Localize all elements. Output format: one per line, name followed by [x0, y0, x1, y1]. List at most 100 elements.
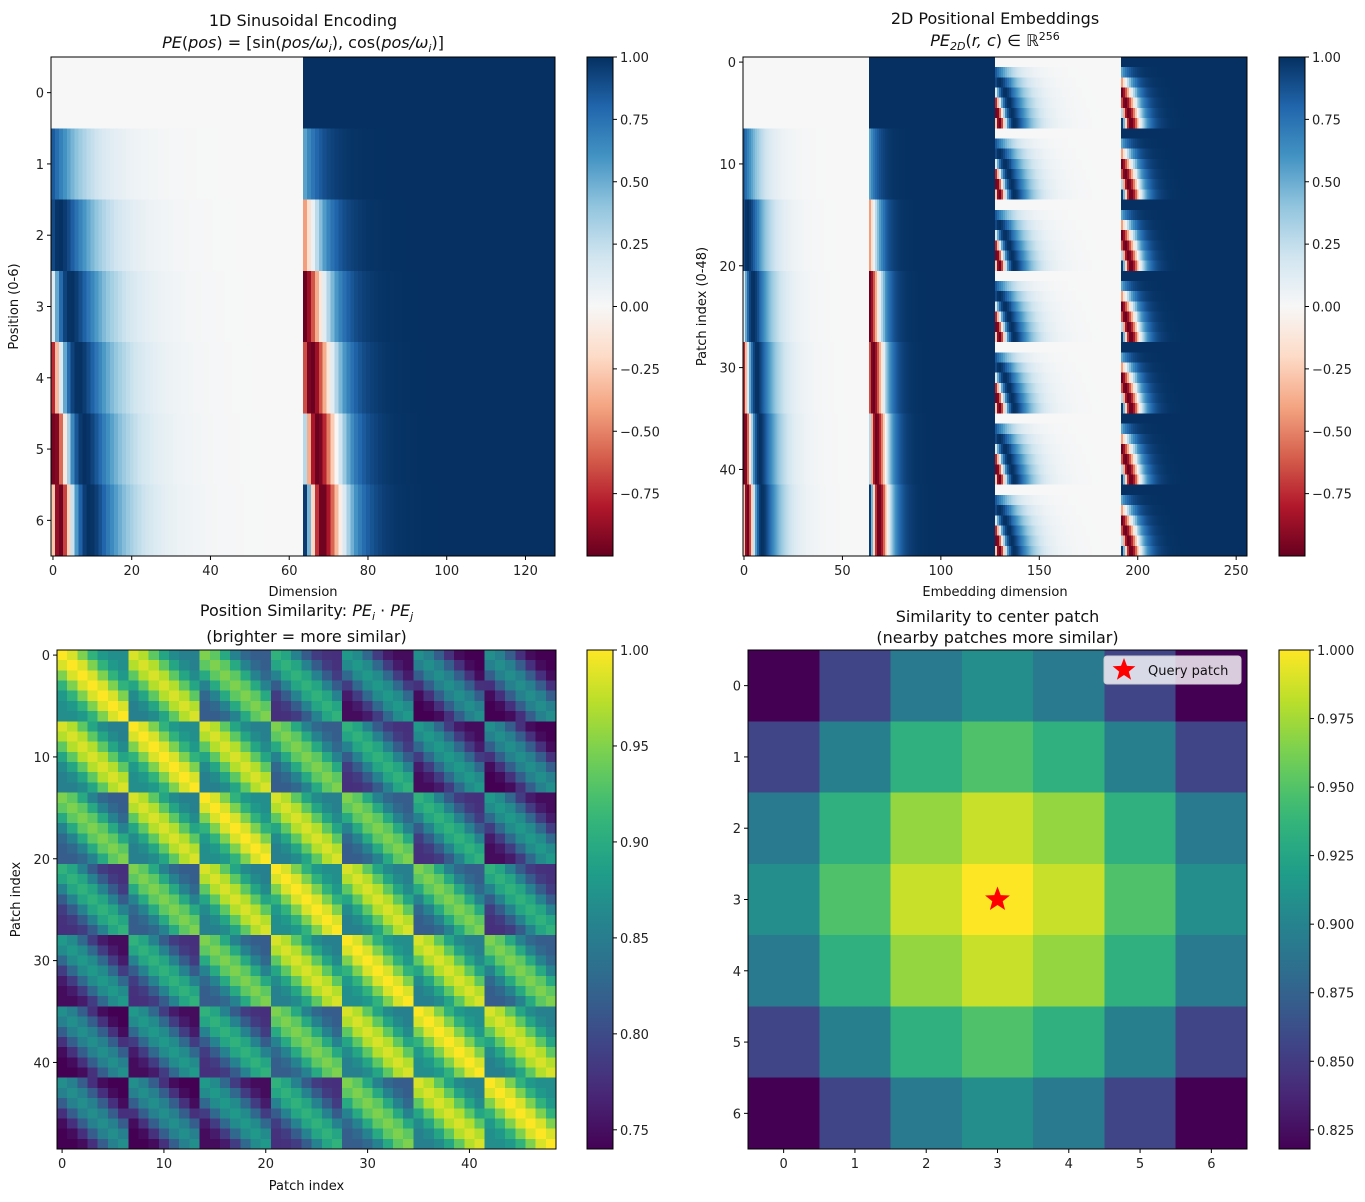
- heatmap-cell: [515, 484, 521, 557]
- heatmap-cell: [1077, 118, 1081, 129]
- heatmap-cell: [1020, 87, 1024, 99]
- heatmap-cell: [1225, 118, 1228, 129]
- heatmap-cell: [417, 270, 422, 343]
- heatmap-cell: [1174, 118, 1177, 129]
- heatmap-cell: [1065, 138, 1069, 150]
- heatmap-cell: [1229, 128, 1232, 140]
- heatmap-cell: [216, 342, 221, 415]
- heatmap-cell: [1065, 57, 1069, 68]
- heatmap-cell: [886, 67, 890, 78]
- heatmap-cell: [1195, 97, 1199, 109]
- heatmap-cell: [863, 67, 866, 78]
- heatmap-cell: [1115, 87, 1118, 99]
- heatmap-cell: [896, 118, 900, 129]
- heatmap-cell: [1221, 67, 1224, 78]
- heatmap-cell: [192, 484, 198, 557]
- heatmap-cell: [1002, 107, 1006, 119]
- heatmap-cell: [515, 413, 521, 486]
- heatmap-cell: [1185, 138, 1189, 150]
- heatmap-cell: [1109, 67, 1112, 78]
- heatmap-cell: [930, 67, 933, 78]
- heatmap-cell: [263, 413, 269, 486]
- heatmap-cell: [849, 158, 852, 170]
- heatmap-cell: [535, 128, 540, 201]
- heatmap-cell: [896, 138, 900, 150]
- heatmap-cell: [291, 57, 296, 129]
- heatmap-cell: [507, 342, 513, 415]
- heatmap-cell: [1117, 97, 1120, 109]
- heatmap-cell: [796, 87, 799, 99]
- heatmap-cell: [291, 342, 296, 415]
- heatmap-cell: [1083, 128, 1087, 140]
- heatmap-cell: [939, 107, 943, 119]
- heatmap-cell: [1101, 57, 1104, 68]
- heatmap-cell: [141, 57, 147, 129]
- heatmap-cell: [967, 128, 971, 140]
- heatmap-cell: [949, 97, 953, 109]
- heatmap-cell: [989, 77, 992, 89]
- heatmap-cell: [888, 118, 892, 129]
- heatmap-cell: [806, 97, 809, 109]
- heatmap-cell: [861, 77, 864, 89]
- heatmap-cell: [1235, 118, 1238, 129]
- heatmap-cell: [922, 107, 925, 119]
- heatmap-cell: [981, 138, 984, 150]
- heatmap-cell: [772, 107, 776, 119]
- heatmap-cell: [794, 87, 797, 99]
- heatmap-cell: [1122, 148, 1126, 160]
- heatmap-cell: [991, 107, 994, 119]
- heatmap-cell: [1162, 97, 1165, 109]
- heatmap-cell: [1105, 87, 1108, 99]
- heatmap-cell: [815, 97, 819, 109]
- heatmap-cell: [953, 67, 957, 78]
- heatmap-cell: [1128, 107, 1132, 119]
- heatmap-cell: [125, 270, 131, 343]
- heatmap-cell: [1081, 57, 1085, 68]
- heatmap-cell: [1225, 77, 1228, 89]
- heatmap-cell: [1201, 77, 1205, 89]
- heatmap-cell: [888, 128, 892, 140]
- heatmap-cell: [1178, 57, 1181, 68]
- heatmap-cell: [1097, 77, 1100, 89]
- heatmap-cell: [62, 199, 68, 272]
- heatmap-cell: [1022, 57, 1026, 68]
- heatmap-cell: [1207, 97, 1211, 109]
- heatmap-cell: [768, 128, 772, 140]
- heatmap-cell: [1048, 148, 1051, 160]
- heatmap-cell: [784, 138, 787, 150]
- heatmap-cell: [318, 128, 324, 201]
- heatmap-cell: [58, 342, 64, 415]
- heatmap-cell: [1119, 57, 1122, 68]
- heatmap-cell: [1130, 57, 1134, 68]
- heatmap-cell: [362, 413, 367, 486]
- heatmap-cell: [117, 199, 123, 272]
- heatmap-cell: [1036, 128, 1039, 140]
- heatmap-cell: [1014, 87, 1018, 99]
- heatmap-cell: [1014, 118, 1018, 129]
- heatmap-cell: [904, 57, 908, 68]
- heatmap-cell: [758, 158, 762, 170]
- heatmap-cell: [1081, 67, 1085, 78]
- heatmap-cell: [872, 158, 876, 170]
- heatmap-cell: [837, 97, 841, 109]
- heatmap-cell: [476, 484, 481, 557]
- heatmap-cell: [979, 57, 982, 68]
- heatmap-cell: [1225, 138, 1228, 150]
- heatmap-cell: [1172, 87, 1175, 99]
- heatmap-cell: [1211, 77, 1215, 89]
- heatmap-cell: [1091, 148, 1095, 160]
- heatmap-cell: [1182, 107, 1185, 119]
- heatmap-cell: [492, 270, 497, 343]
- heatmap-cell: [1195, 77, 1199, 89]
- heatmap-cell: [228, 342, 233, 415]
- heatmap-cell: [196, 57, 202, 129]
- heatmap-cell: [865, 128, 868, 140]
- heatmap-cell: [910, 118, 913, 129]
- heatmap-cell: [819, 77, 823, 89]
- heatmap-cell: [1184, 148, 1187, 160]
- heatmap-cell: [955, 77, 959, 89]
- heatmap-cell: [310, 199, 316, 272]
- heatmap-cell: [74, 57, 80, 129]
- heatmap-cell: [914, 67, 917, 78]
- heatmap-cell: [1095, 118, 1098, 129]
